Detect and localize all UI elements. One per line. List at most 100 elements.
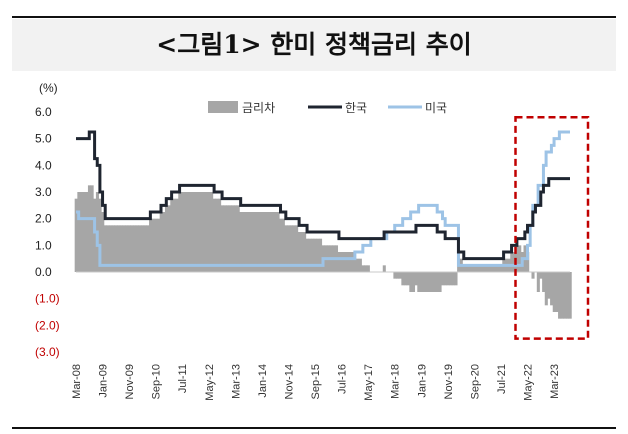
spread-bar (143, 225, 147, 272)
spread-bar (281, 218, 285, 272)
spread-bar (255, 212, 259, 272)
spread-bar (422, 272, 426, 292)
spread-bar (186, 192, 190, 272)
spread-bar (539, 272, 543, 279)
spread-bar (236, 205, 240, 272)
spread-bar (449, 272, 453, 286)
spread-bar (114, 225, 118, 272)
spread-bar (526, 252, 530, 272)
spread-bar (364, 265, 368, 272)
spread-bar (151, 218, 155, 272)
spread-bar (494, 265, 498, 272)
spread-bar (311, 238, 315, 272)
spread-bar (404, 272, 408, 286)
us-rate-line (76, 130, 570, 267)
spread-bar (178, 192, 182, 272)
spread-bar (103, 225, 107, 272)
spread-bar (356, 258, 360, 272)
spread-bar (441, 272, 445, 286)
spread-bar (138, 225, 142, 272)
spread-bar (342, 252, 346, 272)
spread-bar (566, 272, 570, 319)
spread-bar (496, 265, 501, 272)
spread-bar (316, 238, 320, 272)
spread-bar (406, 272, 410, 286)
spread-bar (215, 198, 219, 272)
spread-bar (265, 212, 269, 272)
spread-bar (518, 245, 522, 272)
spread-bar (284, 225, 288, 272)
x-tick-label: May-12 (204, 364, 216, 401)
top-rule (12, 16, 616, 18)
spread-bar (382, 265, 386, 272)
spread-bar (212, 198, 216, 272)
series-line-layer (76, 130, 570, 267)
spread-bar (241, 212, 246, 272)
y-tick-label: 6.0 (35, 105, 52, 119)
spread-bar (154, 218, 158, 272)
spread-bar (560, 272, 564, 319)
spread-bar (542, 272, 546, 292)
x-tick-label: Jul-21 (496, 364, 508, 394)
legend-label-us: 미국 (425, 101, 447, 115)
legend: 금리차 한국 미국 (208, 101, 447, 115)
spread-bar (279, 218, 283, 272)
spread-bar (435, 272, 439, 292)
korea-rate-line (76, 130, 570, 261)
spread-bar (531, 272, 535, 279)
spread-bar (196, 192, 200, 272)
spread-bar (425, 272, 429, 292)
spread-bar (568, 272, 572, 319)
x-tick-label: Jul-16 (337, 364, 349, 394)
spread-bar (366, 265, 370, 272)
x-tick-label: Jan-19 (416, 364, 428, 398)
spread-bar (308, 238, 312, 272)
x-tick-label: Nov-09 (124, 364, 136, 399)
spread-bar (398, 272, 402, 279)
spread-bar (207, 192, 211, 272)
spread-bar (419, 272, 423, 292)
legend-label-spread: 금리차 (242, 101, 275, 115)
spread-bar (547, 272, 551, 299)
spread-bar (470, 265, 474, 272)
spread-area-layer (74, 185, 572, 319)
spread-bar (358, 258, 362, 272)
spread-bar (226, 205, 230, 272)
spread-bar (433, 272, 437, 292)
spread-bar (135, 225, 139, 272)
spread-bar (244, 212, 248, 272)
spread-bar (125, 225, 129, 272)
spread-bar (552, 272, 556, 312)
x-tick-label: Sep-15 (310, 364, 322, 399)
highlight-box (514, 116, 590, 340)
spread-bar (149, 218, 153, 272)
spread-bar (305, 238, 309, 272)
x-tick-label: Mar-23 (549, 364, 561, 399)
spread-bar (77, 192, 81, 272)
spread-bar (74, 198, 78, 272)
spread-bar (337, 252, 341, 272)
spread-bar (396, 272, 400, 279)
spread-bar (414, 272, 418, 286)
spread-bar (473, 265, 477, 272)
legend-label-korea: 한국 (345, 101, 367, 115)
x-axis-ticks: Mar-08 Jan-09 Nov-09 Sep-10 Jul-11 May-12 Mar-… (71, 364, 561, 401)
spread-bar (175, 198, 179, 272)
y-tick-label: 4.0 (35, 158, 52, 172)
spread-bar (247, 212, 251, 272)
spread-bar (87, 185, 92, 272)
spread-bar (319, 238, 323, 272)
y-tick-label: 3.0 (35, 185, 52, 199)
spread-bar (90, 185, 94, 272)
x-tick-label: Mar-08 (71, 364, 83, 399)
y-tick-label: 5.0 (35, 132, 52, 146)
spread-bar (558, 272, 562, 319)
x-tick-label: May-22 (523, 364, 535, 401)
spread-bar (483, 265, 487, 272)
x-tick-label: Mar-18 (390, 364, 402, 399)
bottom-rule (12, 427, 616, 429)
spread-bar (544, 272, 548, 306)
spread-bar (130, 225, 134, 272)
